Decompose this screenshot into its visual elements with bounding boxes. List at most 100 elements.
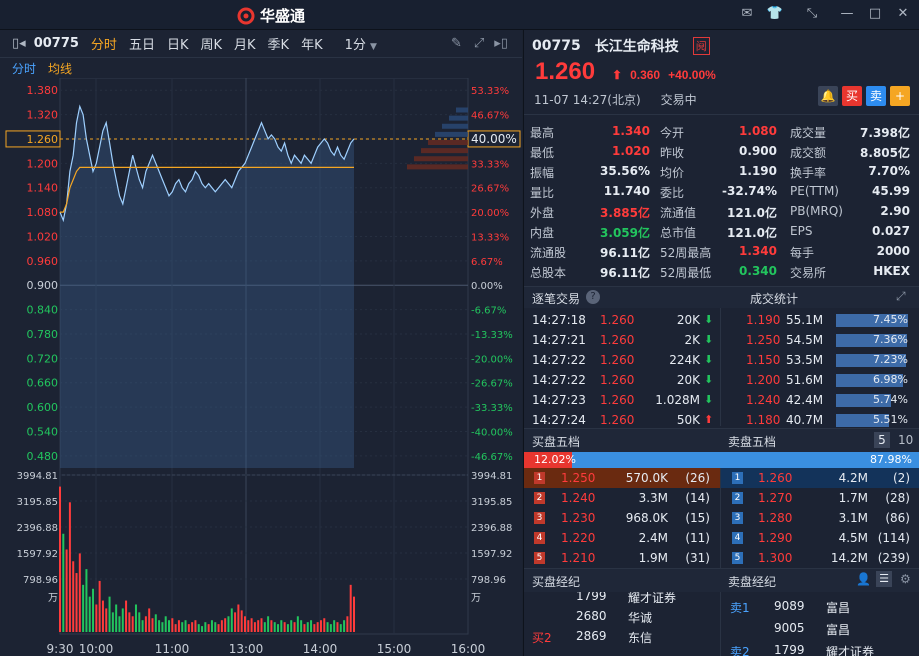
volume-bar — [283, 622, 286, 632]
chart-toolbar: ▯◂ 00775 分时 五日 日K 周K 月K 季K 年K 1分 ▼ ✎ ⤢ ▸… — [0, 30, 522, 58]
bid-row[interactable]: 3 1.230 968.0K (15) — [524, 508, 919, 528]
ask-row[interactable]: 2 1.270 1.7M (28) — [524, 488, 919, 508]
ask-row[interactable]: 5 1.300 14.2M (239) — [524, 548, 919, 568]
vol-stat-bar — [836, 374, 904, 387]
tick-time: 14:27:24 — [532, 413, 586, 427]
bid-row[interactable]: 2 1.240 3.3M (14) — [524, 488, 919, 508]
tick-time: 14:27:22 — [532, 353, 586, 367]
ask-price: 1.280 — [758, 511, 793, 525]
pct-tick-label: 6.67% — [471, 257, 503, 268]
vol-stat-pct: 7.23% — [873, 353, 908, 366]
tick-time: 14:27:22 — [532, 373, 586, 387]
quote-pane: 00775 长江生命科技 阋 1.260 ⬆ 0.360 +40.00% 11-… — [523, 30, 919, 656]
stat-label: 振幅 — [530, 166, 555, 180]
list-view-icon[interactable]: ☰ — [876, 571, 892, 587]
close-icon[interactable]: ✕ — [897, 6, 909, 21]
volume-bar — [78, 553, 81, 632]
pct-tick-label: 40.00% — [471, 132, 517, 146]
user-icon[interactable]: 👤 — [856, 572, 871, 586]
volume-bar — [243, 616, 246, 632]
interval-value: 1分 — [344, 38, 366, 53]
pct-tick-label: -26.67% — [471, 379, 513, 390]
expand-icon[interactable]: ⤢ — [473, 36, 485, 51]
volume-bar — [237, 604, 240, 632]
volume-bar — [171, 618, 174, 632]
depth-bar — [449, 115, 468, 121]
ticks-title[interactable]: 逐笔交易 — [532, 292, 581, 306]
collapse-icon[interactable]: ▯◂ — [12, 36, 26, 51]
pct-tick-label: 46.67% — [471, 111, 509, 122]
quote-header: 00775 长江生命科技 阋 — [532, 36, 710, 56]
tab-quarterly-k[interactable]: 季K — [267, 38, 290, 53]
down-arrow-icon: ⬇ — [704, 393, 714, 406]
down-arrow-icon: ⬇ — [704, 373, 714, 386]
buy-button[interactable]: 买 — [842, 86, 862, 106]
bid-price: 1.230 — [561, 511, 596, 525]
depth-bar — [421, 148, 468, 154]
volume-bar — [333, 620, 336, 632]
stat-value: 3.885亿 — [600, 206, 650, 220]
pct-tick-label: -6.67% — [471, 306, 506, 317]
stat-label: 委比 — [660, 186, 685, 200]
broker-header: 买盘经纪 卖盘经纪 👤 ☰ ⚙ — [524, 568, 919, 592]
sell-button[interactable]: 卖 — [866, 86, 886, 106]
bid-row[interactable]: 1 1.250 570.0K (26) — [524, 468, 919, 488]
volume-bar — [300, 620, 303, 632]
interval-select[interactable]: 1分 ▼ — [345, 34, 377, 53]
bid-broker-name: 东信 — [628, 631, 653, 645]
volume-bar — [177, 620, 180, 632]
expand-stats-icon[interactable]: ⤢ — [896, 289, 906, 303]
tab-weekly-k[interactable]: 周K — [200, 38, 223, 53]
bid-row[interactable]: 5 1.210 1.9M (31) — [524, 548, 919, 568]
vol-stat-pct: 6.98% — [873, 373, 908, 386]
tab-yearly-k[interactable]: 年K — [301, 38, 323, 53]
levels-10-button[interactable]: 10 — [898, 433, 914, 447]
vol-stat-volume: 51.6M — [786, 373, 824, 387]
side-panel-icon[interactable]: ▸▯ — [494, 36, 508, 51]
add-watchlist-button[interactable]: + — [890, 86, 910, 106]
stat-value: -32.74% — [722, 184, 777, 198]
tab-5day[interactable]: 五日 — [128, 38, 155, 53]
settings-icon[interactable]: ⚙ — [900, 572, 911, 586]
tab-monthly-k[interactable]: 月K — [234, 38, 256, 53]
ask-row[interactable]: 1 1.260 4.2M (2) — [524, 468, 919, 488]
help-icon[interactable]: ? — [586, 290, 600, 304]
volume-bar — [313, 624, 316, 632]
volume-bar — [181, 622, 184, 632]
ask-broker-row: 卖2 1799 耀才证券 — [524, 640, 919, 656]
mail-icon[interactable]: ✉ — [741, 6, 753, 21]
intraday-chart[interactable]: 1.380 53.33% 1.320 46.67% 1.260 40.00% 1.200 33… — [0, 78, 522, 656]
stat-value: 96.11亿 — [600, 246, 650, 260]
ask-row[interactable]: 3 1.280 3.1M (86) — [524, 508, 919, 528]
alert-icon[interactable]: 🔔 — [818, 86, 838, 106]
vol-stats-title[interactable]: 成交统计 — [750, 292, 799, 306]
ask-level: 5 — [732, 552, 743, 564]
volume-bar — [141, 620, 144, 632]
ask-level: 4 — [732, 532, 743, 544]
bid-row[interactable]: 4 1.220 2.4M (11) — [524, 528, 919, 548]
tab-daily-k[interactable]: 日K — [166, 38, 189, 53]
stat-value: 8.805亿 — [860, 146, 910, 160]
bid-broker-name: 耀才证券 — [628, 592, 677, 605]
stat-value: 7.70% — [868, 164, 910, 178]
tab-intraday[interactable]: 分时 — [90, 38, 117, 53]
maximize-icon[interactable]: □ — [868, 6, 882, 21]
stat-value: 0.900 — [739, 144, 777, 158]
stat-label: 成交额 — [790, 146, 827, 160]
draw-pen-icon[interactable]: ✎ — [450, 36, 462, 51]
indicator-intraday[interactable]: 分时 — [12, 62, 37, 76]
stat-row: 最高 1.340 今开 1.080 成交量 7.398亿 — [524, 121, 919, 141]
skin-icon[interactable]: 👕 — [766, 6, 784, 21]
ask-volume: 3.1M — [838, 511, 868, 525]
fullscreen-icon[interactable]: ⤡ — [806, 6, 818, 21]
price-tick-label: 0.840 — [27, 304, 59, 317]
volume-bar — [303, 624, 306, 632]
levels-5-button[interactable]: 5 — [874, 432, 890, 448]
indicator-avg[interactable]: 均线 — [48, 62, 73, 76]
minimize-icon[interactable]: — — [840, 6, 854, 21]
ask-row[interactable]: 4 1.290 4.5M (114) — [524, 528, 919, 548]
volume-tick-label-right: 1597.92 — [471, 549, 512, 560]
bid-broker-code: 1799 — [576, 592, 607, 603]
book-header: 买盘五档 卖盘五档 5 10 — [524, 428, 919, 452]
stat-label: 最高 — [530, 126, 555, 140]
